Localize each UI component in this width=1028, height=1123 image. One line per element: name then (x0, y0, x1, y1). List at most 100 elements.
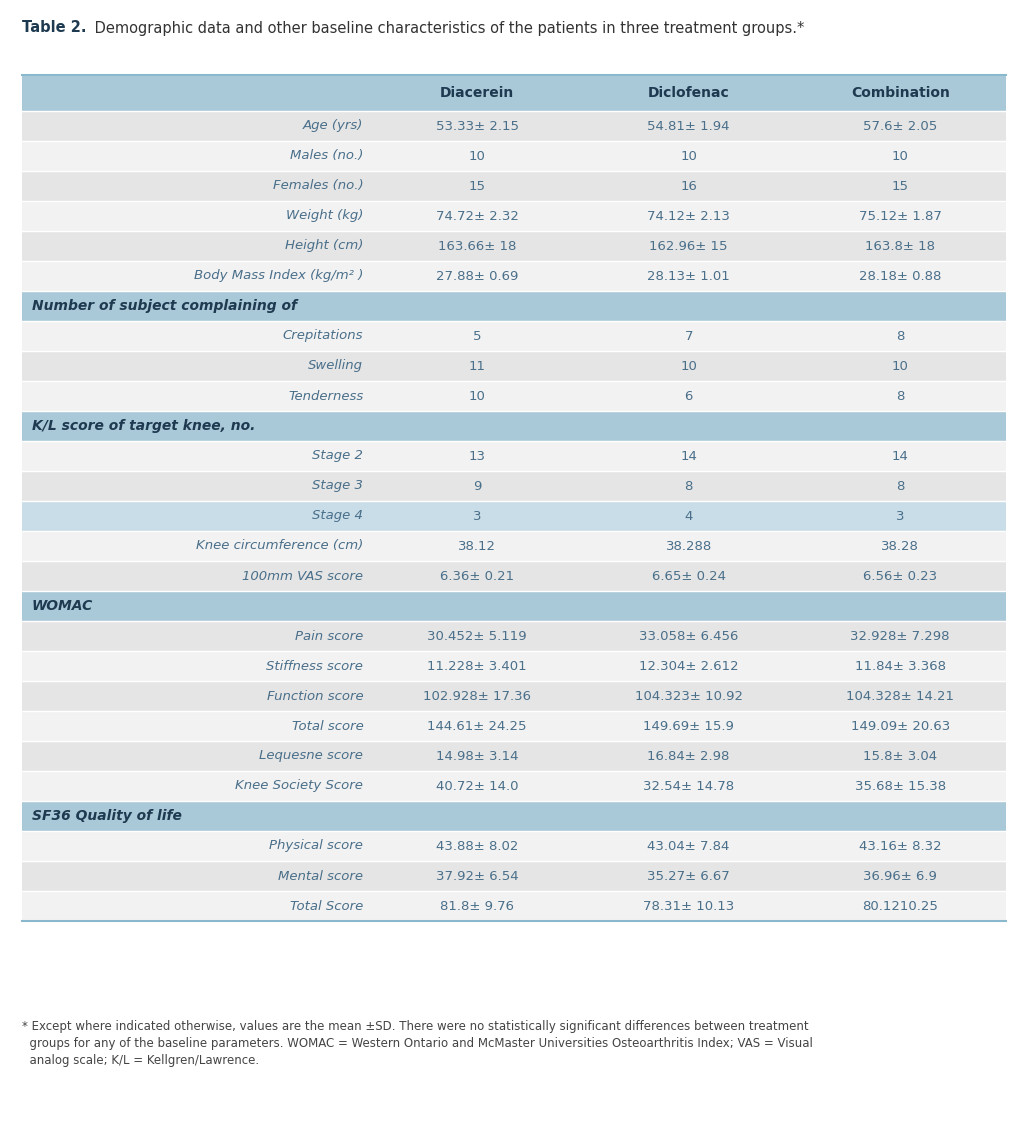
Text: Stiffness score: Stiffness score (266, 659, 363, 673)
Text: 5: 5 (473, 329, 481, 343)
Text: 16: 16 (681, 180, 697, 192)
Text: 14: 14 (891, 449, 909, 463)
Text: Lequesne score: Lequesne score (259, 749, 363, 763)
Bar (22, 261, 1006, 291)
Text: analog scale; K/L = Kellgren/Lawrence.: analog scale; K/L = Kellgren/Lawrence. (22, 1054, 259, 1067)
Text: Stage 4: Stage 4 (313, 510, 363, 522)
Text: Mental score: Mental score (279, 869, 363, 883)
Text: Knee Society Score: Knee Society Score (235, 779, 363, 793)
Text: Stage 3: Stage 3 (313, 480, 363, 493)
Text: 81.8± 9.76: 81.8± 9.76 (440, 900, 514, 913)
Text: 149.69± 15.9: 149.69± 15.9 (644, 720, 734, 732)
Bar (22, 861, 1006, 891)
Text: 12.304± 2.612: 12.304± 2.612 (638, 659, 738, 673)
Text: Pain score: Pain score (295, 630, 363, 642)
Text: 40.72± 14.0: 40.72± 14.0 (436, 779, 518, 793)
Bar (22, 831, 1006, 861)
Text: 43.16± 8.32: 43.16± 8.32 (859, 840, 942, 852)
Bar (22, 441, 1006, 471)
Text: Height (cm): Height (cm) (285, 239, 363, 253)
Text: Diclofenac: Diclofenac (648, 86, 730, 100)
Bar (22, 741, 1006, 772)
Text: 10: 10 (469, 390, 485, 402)
Text: Demographic data and other baseline characteristics of the patients in three tre: Demographic data and other baseline char… (90, 20, 804, 36)
Text: 10: 10 (891, 149, 909, 163)
Text: 75.12± 1.87: 75.12± 1.87 (858, 210, 942, 222)
Text: 37.92± 6.54: 37.92± 6.54 (436, 869, 518, 883)
Text: Knee circumference (cm): Knee circumference (cm) (196, 539, 363, 553)
Text: 80.1210.25: 80.1210.25 (862, 900, 939, 913)
Text: Weight (kg): Weight (kg) (286, 210, 363, 222)
Bar (22, 711, 1006, 741)
Bar (22, 411, 1006, 441)
Text: 9: 9 (473, 480, 481, 493)
Text: 38.12: 38.12 (458, 539, 497, 553)
Text: Females (no.): Females (no.) (272, 180, 363, 192)
Text: 10: 10 (469, 149, 485, 163)
Bar (22, 231, 1006, 261)
Text: K/L score of target knee, no.: K/L score of target knee, no. (32, 419, 255, 433)
Text: 74.12± 2.13: 74.12± 2.13 (648, 210, 730, 222)
Text: 3: 3 (473, 510, 481, 522)
Text: * Except where indicated otherwise, values are the mean ±SD. There were no stati: * Except where indicated otherwise, valu… (22, 1020, 809, 1033)
Text: Body Mass Index (kg/m² ): Body Mass Index (kg/m² ) (194, 270, 363, 283)
Bar (22, 381, 1006, 411)
Text: Total score: Total score (292, 720, 363, 732)
Text: Crepitations: Crepitations (283, 329, 363, 343)
Text: Age (yrs): Age (yrs) (303, 119, 363, 133)
Text: 33.058± 6.456: 33.058± 6.456 (639, 630, 738, 642)
Text: 35.68± 15.38: 35.68± 15.38 (854, 779, 946, 793)
Bar (22, 201, 1006, 231)
Text: 163.8± 18: 163.8± 18 (866, 239, 935, 253)
Text: 3: 3 (896, 510, 905, 522)
Text: 10: 10 (891, 359, 909, 373)
Text: 144.61± 24.25: 144.61± 24.25 (428, 720, 527, 732)
Bar (22, 891, 1006, 921)
Bar (22, 562, 1006, 591)
Bar (22, 471, 1006, 501)
Text: 32.928± 7.298: 32.928± 7.298 (850, 630, 950, 642)
Bar (22, 591, 1006, 621)
Text: Total Score: Total Score (290, 900, 363, 913)
Text: 30.452± 5.119: 30.452± 5.119 (428, 630, 527, 642)
Bar (22, 141, 1006, 171)
Text: 15: 15 (891, 180, 909, 192)
Text: 38.28: 38.28 (881, 539, 919, 553)
Bar (22, 531, 1006, 562)
Bar (22, 681, 1006, 711)
Text: 4: 4 (685, 510, 693, 522)
Text: 11.228± 3.401: 11.228± 3.401 (428, 659, 527, 673)
Text: Diacerein: Diacerein (440, 86, 514, 100)
Bar (22, 621, 1006, 651)
Text: 10: 10 (681, 359, 697, 373)
Text: 14: 14 (681, 449, 697, 463)
Bar (22, 772, 1006, 801)
Text: 7: 7 (685, 329, 693, 343)
Text: WOMAC: WOMAC (32, 599, 94, 613)
Bar (22, 801, 1006, 831)
Text: 162.96± 15: 162.96± 15 (650, 239, 728, 253)
Bar (22, 351, 1006, 381)
Text: 104.328± 14.21: 104.328± 14.21 (846, 690, 954, 703)
Text: 74.72± 2.32: 74.72± 2.32 (436, 210, 518, 222)
Text: 15: 15 (469, 180, 485, 192)
Text: 11.84± 3.368: 11.84± 3.368 (854, 659, 946, 673)
Text: Tenderness: Tenderness (288, 390, 363, 402)
Text: 54.81± 1.94: 54.81± 1.94 (648, 119, 730, 133)
Text: 16.84± 2.98: 16.84± 2.98 (648, 749, 730, 763)
Text: 163.66± 18: 163.66± 18 (438, 239, 516, 253)
Text: 28.18± 0.88: 28.18± 0.88 (859, 270, 942, 283)
Text: 38.288: 38.288 (665, 539, 711, 553)
Text: 104.323± 10.92: 104.323± 10.92 (634, 690, 742, 703)
Text: Stage 2: Stage 2 (313, 449, 363, 463)
Bar (22, 321, 1006, 351)
Text: 10: 10 (681, 149, 697, 163)
Text: 6.36± 0.21: 6.36± 0.21 (440, 569, 514, 583)
Text: 13: 13 (469, 449, 485, 463)
Text: SF36 Quality of life: SF36 Quality of life (32, 809, 182, 823)
Text: 8: 8 (896, 329, 905, 343)
Text: 8: 8 (896, 390, 905, 402)
Text: 15.8± 3.04: 15.8± 3.04 (864, 749, 938, 763)
Bar (22, 171, 1006, 201)
Text: Males (no.): Males (no.) (290, 149, 363, 163)
